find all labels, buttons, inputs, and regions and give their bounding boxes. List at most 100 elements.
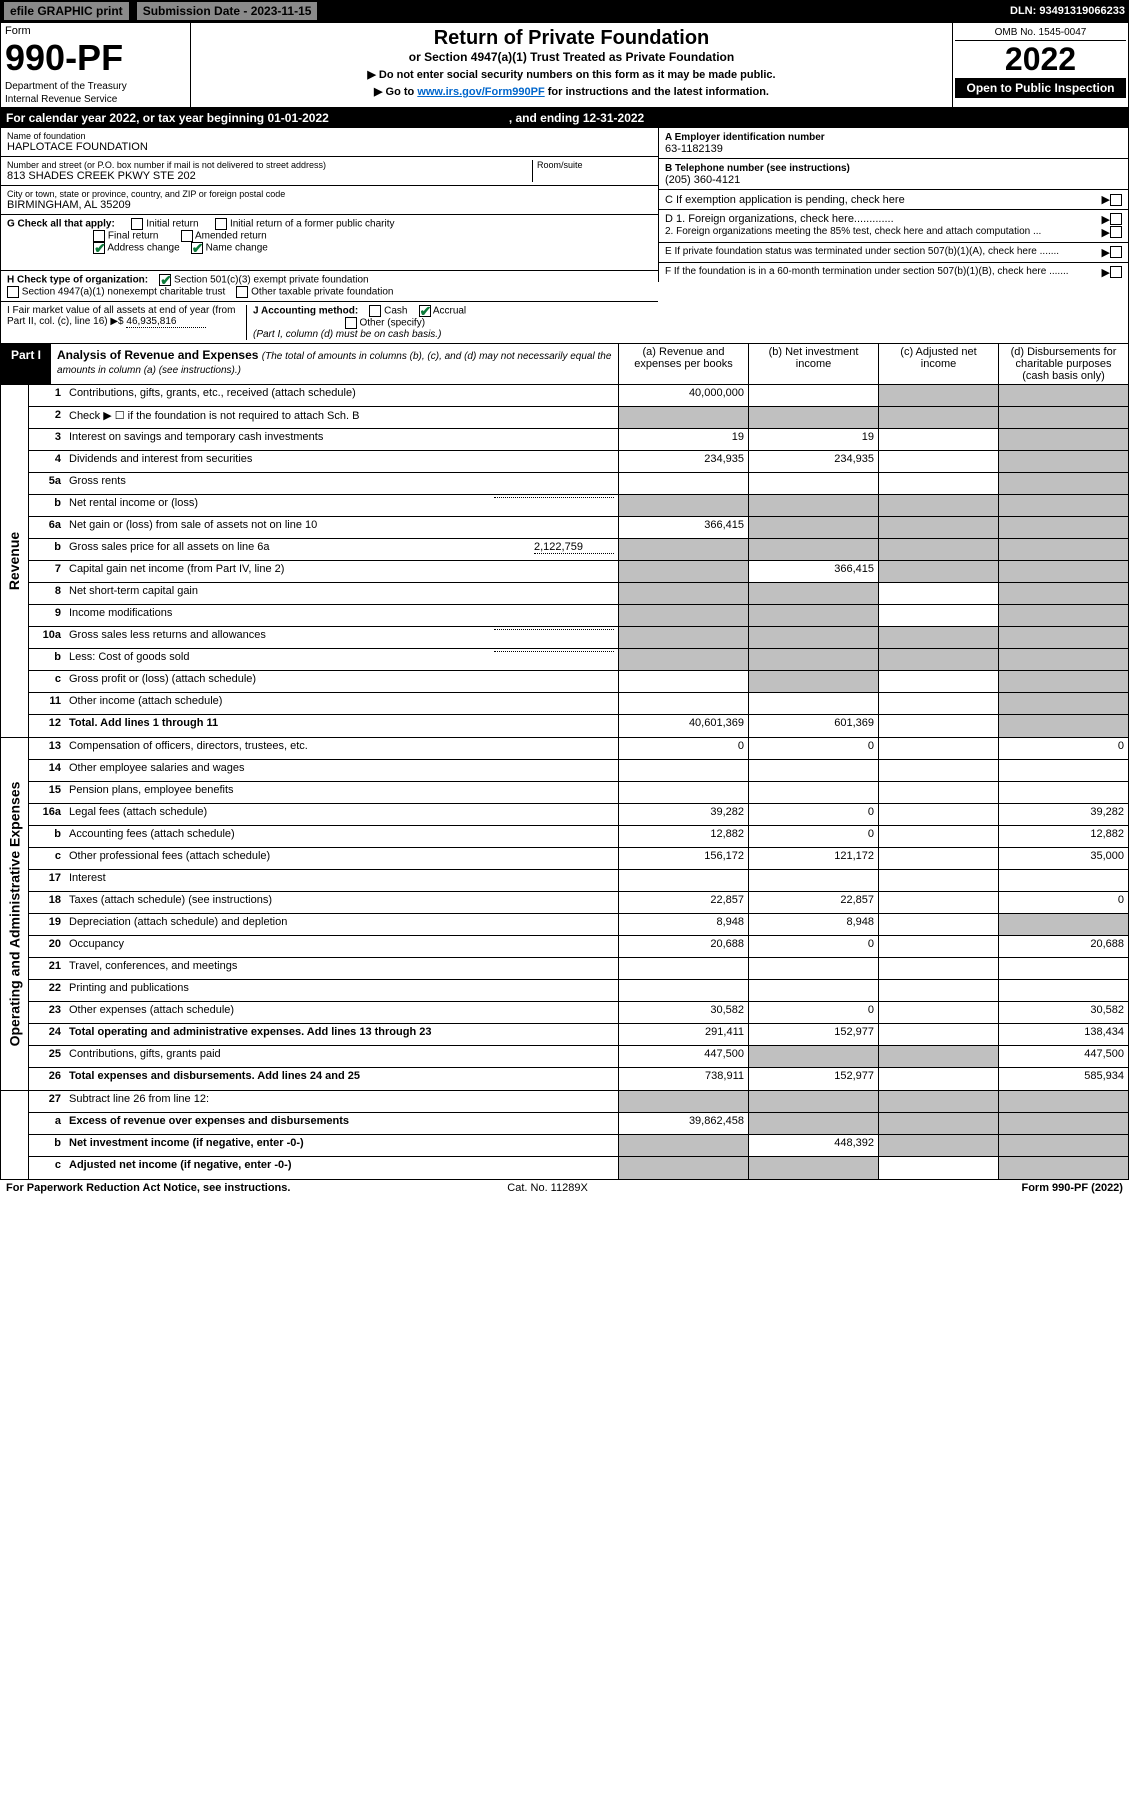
line-description: Other income (attach schedule) — [65, 693, 618, 714]
h-4947-cb[interactable] — [7, 286, 19, 298]
cell-b — [748, 407, 878, 428]
cell-d — [998, 429, 1128, 450]
line-description: Dividends and interest from securities — [65, 451, 618, 472]
form-ref: Form 990-PF (2022) — [1021, 1182, 1122, 1194]
d2-cb[interactable] — [1110, 226, 1122, 238]
form-header: Form 990-PF Department of the Treasury I… — [0, 22, 1129, 108]
cell-d — [998, 1113, 1128, 1134]
table-row: cGross profit or (loss) (attach schedule… — [29, 671, 1128, 693]
h-501-cb[interactable] — [159, 274, 171, 286]
line-number: 3 — [29, 429, 65, 450]
cell-c — [878, 517, 998, 538]
address-change-cb[interactable] — [93, 242, 105, 254]
cal-year-end: , and ending 12-31-2022 — [509, 111, 644, 125]
cell-a — [618, 627, 748, 648]
line-number: 19 — [29, 914, 65, 935]
goto-post: for instructions and the latest informat… — [545, 86, 769, 98]
initial-return-cb[interactable] — [131, 218, 143, 230]
efile-print-btn[interactable]: efile GRAPHIC print — [4, 2, 129, 20]
h-other-cb[interactable] — [236, 286, 248, 298]
c-cb[interactable] — [1110, 194, 1122, 206]
d1-label: D 1. Foreign organizations, check here..… — [665, 213, 1102, 226]
j-note: (Part I, column (d) must be on cash basi… — [253, 329, 441, 340]
cell-a — [618, 870, 748, 891]
initial-former-lbl: Initial return of a former public charit… — [230, 219, 395, 230]
cell-a — [618, 605, 748, 626]
irs-label: Internal Revenue Service — [5, 94, 186, 105]
part1-header: Part I Analysis of Revenue and Expenses … — [0, 344, 1129, 385]
cell-c — [878, 693, 998, 714]
j-cash-cb[interactable] — [369, 305, 381, 317]
table-row: bGross sales price for all assets on lin… — [29, 539, 1128, 561]
cell-a — [618, 561, 748, 582]
irs-link[interactable]: www.irs.gov/Form990PF — [417, 86, 544, 98]
j-other-cb[interactable] — [345, 317, 357, 329]
line-number: b — [29, 539, 65, 560]
cell-d — [998, 649, 1128, 670]
cell-d: 20,688 — [998, 936, 1128, 957]
table-row: 25Contributions, gifts, grants paid447,5… — [29, 1046, 1128, 1068]
d1-cb[interactable] — [1110, 213, 1122, 225]
cell-d — [998, 517, 1128, 538]
j-accrual-cb[interactable] — [419, 305, 431, 317]
cell-c — [878, 958, 998, 979]
table-row: bAccounting fees (attach schedule)12,882… — [29, 826, 1128, 848]
cell-b — [748, 671, 878, 692]
cell-b — [748, 958, 878, 979]
line-number: 6a — [29, 517, 65, 538]
name-change-cb[interactable] — [191, 242, 203, 254]
cell-c — [878, 385, 998, 406]
cell-c — [878, 1157, 998, 1179]
cell-a — [618, 693, 748, 714]
final-return-lbl: Final return — [108, 231, 159, 242]
line-description: Total operating and administrative expen… — [65, 1024, 618, 1045]
cell-b: 0 — [748, 1002, 878, 1023]
cal-year-begin: For calendar year 2022, or tax year begi… — [6, 111, 329, 125]
line-description: Contributions, gifts, grants paid — [65, 1046, 618, 1067]
j-cash-lbl: Cash — [384, 306, 407, 317]
table-row: 6aNet gain or (loss) from sale of assets… — [29, 517, 1128, 539]
line-description: Other expenses (attach schedule) — [65, 1002, 618, 1023]
phone-label: B Telephone number (see instructions) — [665, 163, 850, 174]
col-d-header: (d) Disbursements for charitable purpose… — [998, 344, 1128, 384]
cell-a — [618, 760, 748, 781]
line-number: 22 — [29, 980, 65, 1001]
table-row: bLess: Cost of goods sold — [29, 649, 1128, 671]
line-number: 11 — [29, 693, 65, 714]
cell-d: 12,882 — [998, 826, 1128, 847]
cell-d: 0 — [998, 738, 1128, 759]
col-c-header: (c) Adjusted net income — [878, 344, 998, 384]
phone-value: (205) 360-4121 — [665, 174, 740, 186]
line-number: 5a — [29, 473, 65, 494]
table-row: 14Other employee salaries and wages — [29, 760, 1128, 782]
line-number: b — [29, 649, 65, 670]
e-cb[interactable] — [1110, 246, 1122, 258]
cell-a: 19 — [618, 429, 748, 450]
cell-a: 234,935 — [618, 451, 748, 472]
table-row: 22Printing and publications — [29, 980, 1128, 1002]
cell-b — [748, 539, 878, 560]
cell-b: 19 — [748, 429, 878, 450]
line-description: Capital gain net income (from Part IV, l… — [65, 561, 618, 582]
initial-former-cb[interactable] — [215, 218, 227, 230]
cell-d — [998, 385, 1128, 406]
f-cb[interactable] — [1110, 266, 1122, 278]
f-label: F If the foundation is in a 60-month ter… — [665, 266, 1102, 279]
line-description: Total expenses and disbursements. Add li… — [65, 1068, 618, 1090]
omb-number: OMB No. 1545-0047 — [955, 25, 1126, 41]
line-number: 7 — [29, 561, 65, 582]
form-subtitle: or Section 4947(a)(1) Trust Treated as P… — [195, 50, 948, 64]
cell-c — [878, 936, 998, 957]
cell-b: 0 — [748, 936, 878, 957]
cell-c — [878, 715, 998, 737]
line-description: Less: Cost of goods sold — [65, 649, 618, 670]
line-number: 8 — [29, 583, 65, 604]
line-description: Depreciation (attach schedule) and deple… — [65, 914, 618, 935]
cell-a — [618, 539, 748, 560]
table-row: 13Compensation of officers, directors, t… — [29, 738, 1128, 760]
line-number: 23 — [29, 1002, 65, 1023]
line-description: Taxes (attach schedule) (see instruction… — [65, 892, 618, 913]
cell-b — [748, 605, 878, 626]
line-number: 17 — [29, 870, 65, 891]
cell-a — [618, 1091, 748, 1112]
